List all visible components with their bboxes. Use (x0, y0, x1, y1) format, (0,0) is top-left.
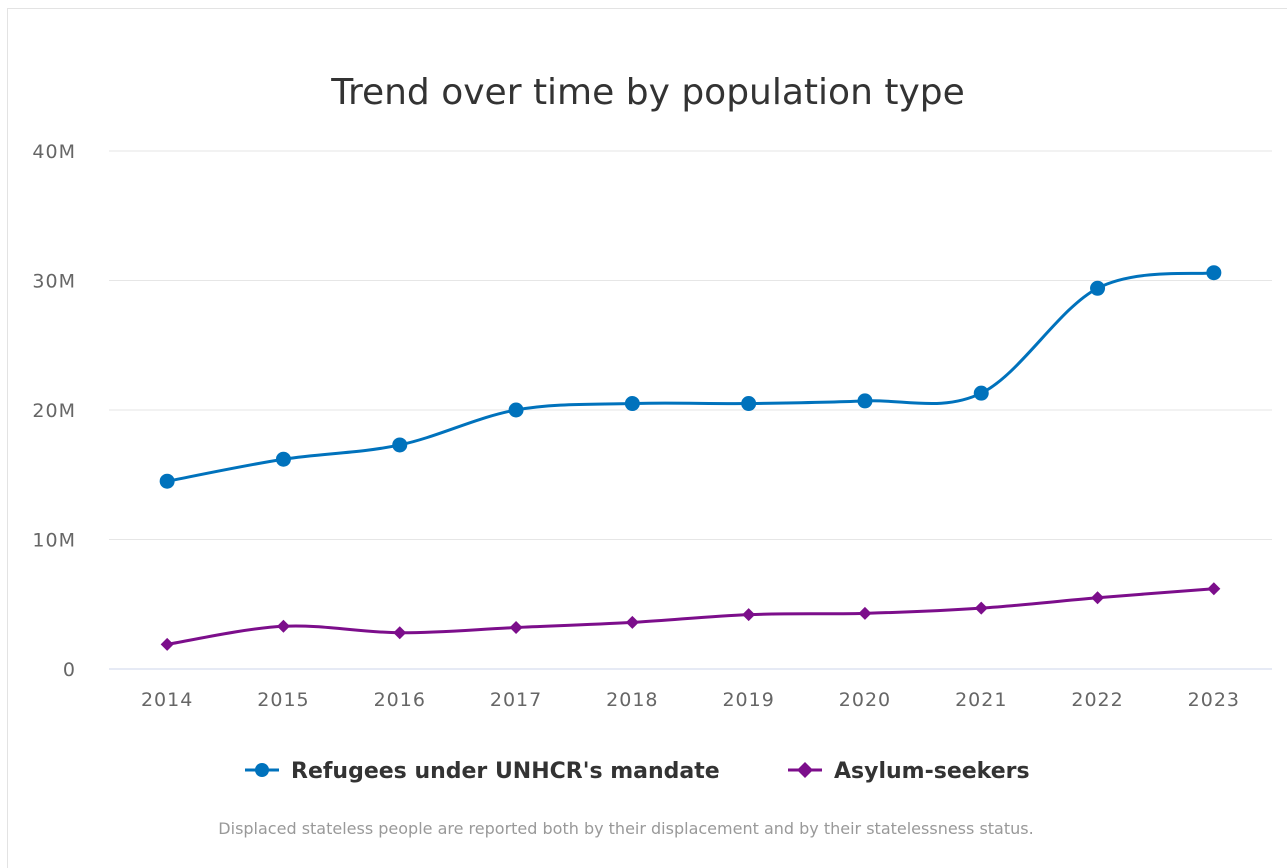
data-point[interactable] (973, 385, 989, 401)
x-tick-label: 2017 (490, 689, 542, 711)
legend-item-asylum-seekers[interactable]: Asylum-seekers (788, 759, 1030, 784)
legend-item-refugees[interactable]: Refugees under UNHCR's mandate (245, 759, 720, 784)
x-tick-label: 2019 (722, 689, 774, 711)
legend-marker-refugees (255, 763, 269, 777)
x-tick-label: 2018 (606, 689, 658, 711)
data-point[interactable] (1090, 280, 1106, 296)
grid (109, 150, 1272, 670)
data-point[interactable] (393, 626, 407, 640)
y-axis: 0 10M 20M 30M 40M (32, 141, 76, 681)
data-point[interactable] (624, 396, 640, 412)
data-point[interactable] (741, 396, 757, 412)
legend-label-asylum-seekers: Asylum-seekers (834, 759, 1030, 784)
series-line-asylum-seekers (166, 587, 1214, 646)
x-axis: 2014 2015 2016 2017 2018 2019 2020 2021 2022 2023 (141, 689, 1240, 711)
data-point[interactable] (159, 473, 175, 489)
data-point[interactable] (625, 615, 639, 629)
data-point[interactable] (275, 451, 291, 467)
data-point[interactable] (509, 621, 523, 635)
data-point[interactable] (858, 606, 872, 620)
x-tick-label: 2022 (1071, 689, 1123, 711)
data-point[interactable] (160, 637, 174, 651)
y-tick-label: 30M (32, 271, 76, 293)
x-tick-label: 2015 (257, 689, 309, 711)
series-line-refugees (166, 271, 1215, 483)
y-tick-label: 10M (32, 530, 76, 552)
data-point[interactable] (392, 437, 408, 453)
data-point[interactable] (508, 402, 524, 418)
footnote: Displaced stateless people are reported … (218, 819, 1033, 838)
legend-marker-asylum-seekers (797, 762, 813, 778)
series-markers (159, 265, 1222, 651)
data-point[interactable] (857, 393, 873, 409)
chart-frame (7, 8, 1287, 868)
y-tick-label: 40M (32, 141, 76, 163)
series-lines (166, 271, 1215, 646)
data-point[interactable] (276, 619, 290, 633)
y-tick-label: 0 (63, 659, 76, 681)
data-point[interactable] (974, 601, 988, 615)
x-tick-label: 2014 (141, 689, 193, 711)
y-tick-label: 20M (32, 400, 76, 422)
x-tick-label: 2021 (955, 689, 1007, 711)
x-tick-label: 2023 (1188, 689, 1240, 711)
legend: Refugees under UNHCR's mandate Asylum-se… (245, 759, 1030, 784)
legend-label-refugees: Refugees under UNHCR's mandate (291, 759, 720, 784)
x-tick-label: 2020 (839, 689, 891, 711)
data-point[interactable] (1091, 591, 1105, 605)
data-point[interactable] (742, 608, 756, 622)
data-point[interactable] (1207, 582, 1221, 596)
data-point[interactable] (1206, 265, 1222, 281)
chart-title: Trend over time by population type (330, 72, 965, 113)
x-tick-label: 2016 (374, 689, 426, 711)
